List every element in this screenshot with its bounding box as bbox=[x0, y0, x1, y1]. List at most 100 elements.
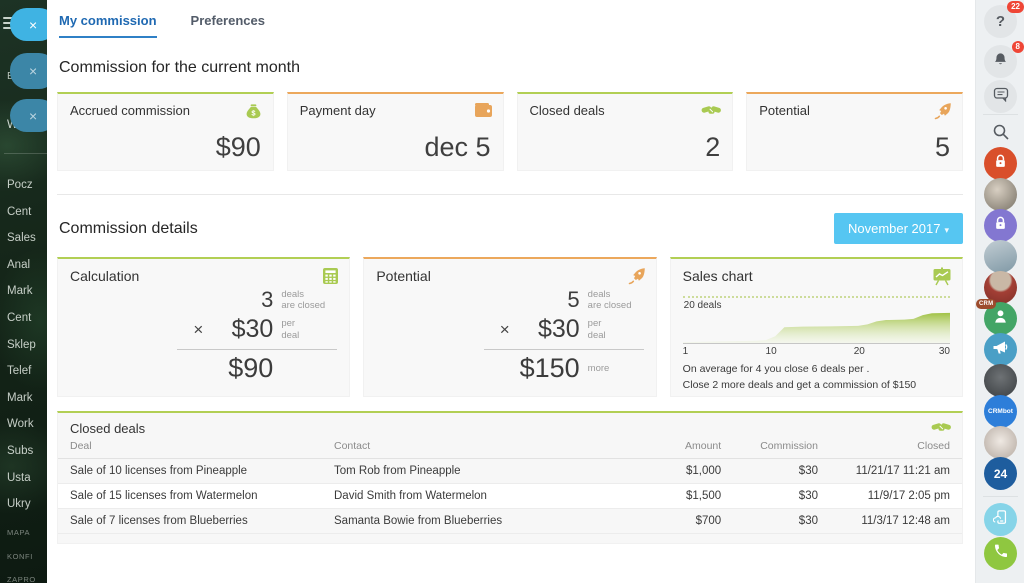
sidebar-item[interactable]: Ukry bbox=[7, 498, 31, 511]
avatar[interactable] bbox=[984, 178, 1017, 211]
cell-closed: 11/3/17 12:48 am bbox=[861, 515, 950, 527]
telephony-button[interactable] bbox=[984, 537, 1017, 570]
sidebar-item[interactable]: Pocz bbox=[7, 179, 33, 191]
month-section-title: Commission for the current month bbox=[59, 59, 300, 76]
cell-deal: Sale of 7 licenses from Blueberries bbox=[70, 515, 248, 527]
bell-icon bbox=[993, 52, 1008, 72]
search-icon bbox=[992, 123, 1010, 146]
hint-pill-3[interactable]: × bbox=[10, 99, 47, 132]
calculation-body: 3 deals are closed × $30 per deal $90 bbox=[70, 287, 338, 384]
sidebar-item[interactable]: Sklep bbox=[7, 338, 36, 351]
sidebar-item-mapa[interactable]: MAPA bbox=[7, 528, 31, 537]
locked-chat-red[interactable] bbox=[984, 147, 1017, 180]
sidebar-item[interactable]: Work bbox=[7, 418, 34, 431]
sidebar-item[interactable]: Mark bbox=[7, 285, 33, 298]
close-icon[interactable]: × bbox=[29, 63, 38, 79]
sidebar-item[interactable]: Cent bbox=[7, 311, 32, 324]
cell-commission: $30 bbox=[798, 515, 818, 527]
col-contact[interactable]: Contact bbox=[334, 440, 371, 452]
sidebar-item[interactable]: Anal bbox=[7, 258, 31, 271]
per-deal-value: $30 bbox=[537, 315, 580, 343]
close-icon[interactable]: × bbox=[29, 16, 38, 33]
chat-button[interactable] bbox=[984, 80, 1017, 113]
card-title: Potential bbox=[376, 268, 431, 284]
card-sales-chart: Sales chart 20 deals bbox=[669, 257, 963, 397]
locked-chat-purple[interactable] bbox=[984, 209, 1017, 242]
bitrix24-button[interactable]: 24 bbox=[984, 457, 1017, 490]
sidebar-divider bbox=[983, 114, 1018, 115]
question-icon: ? bbox=[995, 13, 1006, 30]
chart-caption: On average for 4 you close 6 deals per .… bbox=[682, 363, 917, 391]
handshake-icon bbox=[931, 419, 952, 440]
sidebar-item[interactable]: Telef bbox=[7, 365, 32, 378]
phone-icon bbox=[993, 543, 1009, 564]
lock-icon bbox=[993, 153, 1008, 174]
sidebar-divider bbox=[4, 153, 47, 154]
tab-preferences[interactable]: Preferences bbox=[190, 13, 265, 28]
close-icon[interactable]: × bbox=[29, 107, 38, 124]
rocket-icon bbox=[934, 102, 952, 125]
table-header-row: Deal Contact Amount Commission Closed bbox=[58, 439, 962, 459]
sales-area-chart: 20 deals 1 bbox=[682, 296, 950, 394]
sidebar-item[interactable]: Sales bbox=[7, 232, 36, 245]
per-deal-label: per deal bbox=[587, 318, 606, 341]
cell-commission: $30 bbox=[798, 465, 818, 477]
cell-closed: 11/9/17 2:05 pm bbox=[867, 490, 950, 502]
card-potential: Potential 5 bbox=[746, 92, 963, 171]
detail-cards: Calculation 3 deals are closed × $30 per deal… bbox=[57, 257, 963, 397]
hint-pill-2[interactable]: × bbox=[10, 53, 47, 89]
card-potential-detail: Potential 5 deals are closed × $30 per deal $… bbox=[363, 257, 657, 397]
col-commission[interactable]: Commission bbox=[760, 440, 818, 452]
avatar[interactable] bbox=[984, 271, 1017, 304]
sidebar-menu: Pocz Cent Sales Anal Mark Cent Sklep Tel… bbox=[7, 172, 47, 518]
deals-count: 5 bbox=[567, 287, 580, 312]
table-row[interactable]: Sale of 15 licenses from Watermelon Davi… bbox=[58, 484, 962, 509]
crmbot-button[interactable]: CRMbot bbox=[984, 395, 1017, 428]
hint-pill-1[interactable]: × bbox=[10, 8, 47, 41]
sidebar-item[interactable]: Subs bbox=[7, 444, 34, 457]
card-payment-day: Payment day dec 5 bbox=[286, 92, 504, 171]
col-amount[interactable]: Amount bbox=[685, 440, 722, 452]
cell-contact: David Smith from Watermelon bbox=[334, 490, 487, 502]
sidebar-item[interactable]: Mark bbox=[7, 391, 33, 404]
table-row[interactable]: Sale of 7 licenses from Blueberries Sama… bbox=[58, 509, 962, 534]
notifications-badge: 8 bbox=[1011, 41, 1024, 53]
chart-plot-area: 20 deals bbox=[682, 296, 950, 344]
chart-x-ticks: 1 10 20 30 bbox=[683, 346, 950, 359]
sidebar-item[interactable]: Usta bbox=[7, 471, 31, 484]
times-sign: × bbox=[193, 319, 204, 339]
announcements-button[interactable] bbox=[984, 333, 1017, 366]
ref-line-label: 20 deals bbox=[683, 300, 722, 311]
cell-closed: 11/21/17 11:21 am bbox=[855, 465, 950, 477]
help-badge: 22 bbox=[1007, 1, 1024, 13]
sidebar-item-konfi[interactable]: KONFI bbox=[7, 551, 33, 561]
col-deal[interactable]: Deal bbox=[70, 440, 92, 452]
sum-line bbox=[483, 349, 644, 350]
tab-my-commission[interactable]: My commission bbox=[59, 13, 157, 38]
sidebar-item[interactable]: Cent bbox=[7, 205, 32, 218]
card-title: Payment day bbox=[299, 103, 376, 118]
cell-contact: Tom Rob from Pineapple bbox=[334, 465, 461, 477]
section-divider bbox=[57, 194, 963, 195]
avatar-group[interactable] bbox=[984, 426, 1017, 459]
crm-contact-button[interactable]: CRM bbox=[976, 299, 1017, 335]
person-icon bbox=[992, 308, 1009, 329]
search-button[interactable] bbox=[984, 118, 1017, 151]
table-row[interactable]: Sale of 10 licenses from Pineapple Tom R… bbox=[58, 459, 962, 484]
total-value: $150 bbox=[519, 353, 580, 383]
card-closed-deals: Closed deals 2 bbox=[516, 92, 734, 171]
card-title: Closed deals bbox=[529, 103, 605, 118]
help-button[interactable]: ? 22 bbox=[984, 1, 1024, 38]
col-closed[interactable]: Closed bbox=[917, 440, 950, 452]
x-tick: 30 bbox=[938, 346, 950, 357]
period-select-button[interactable]: November 2017 ▾ bbox=[833, 213, 963, 244]
cell-commission: $30 bbox=[798, 490, 818, 502]
avatar[interactable] bbox=[984, 240, 1017, 273]
notifications-button[interactable]: 8 bbox=[984, 41, 1024, 78]
rocket-icon bbox=[628, 267, 646, 290]
mobile-app-button[interactable] bbox=[984, 503, 1017, 536]
sidebar-item-zapro[interactable]: ZAPRO bbox=[7, 575, 36, 583]
x-tick: 10 bbox=[765, 346, 777, 357]
avatar[interactable] bbox=[984, 364, 1017, 397]
